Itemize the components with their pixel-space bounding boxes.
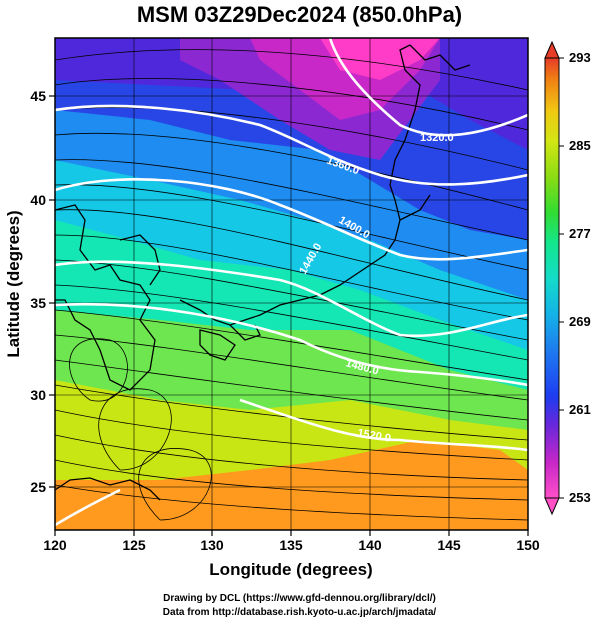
y-tick-labels: 25 30 35 40 45 xyxy=(30,88,46,495)
credit-drawing: Drawing by DCL (https://www.gfd-dennou.o… xyxy=(163,593,436,604)
colorbar-tick-label: 277 xyxy=(569,226,591,241)
colorbar-tick-label: 293 xyxy=(569,50,591,65)
x-tick-label: 150 xyxy=(516,537,540,553)
x-tick-label: 130 xyxy=(200,537,224,553)
colorbar-gradient xyxy=(544,57,560,499)
x-tick-label: 120 xyxy=(43,537,67,553)
contour-label-1320: 1320.0 xyxy=(420,132,454,144)
colorbar-top-arrow xyxy=(544,40,560,59)
y-axis-label: Latitude (degrees) xyxy=(4,210,23,357)
y-tick-label: 40 xyxy=(30,192,46,208)
colorbar-tick-label: 261 xyxy=(569,402,591,417)
x-tick-label: 140 xyxy=(358,537,382,553)
credit-data: Data from http://database.rish.kyoto-u.a… xyxy=(162,607,437,618)
x-tick-label: 145 xyxy=(437,537,461,553)
colorbar-bottom-arrow xyxy=(544,497,560,516)
colorbar-tick-label: 269 xyxy=(569,314,591,329)
x-axis-label: Longitude (degrees) xyxy=(209,560,372,579)
chart-title: MSM 03Z29Dec2024 (850.0hPa) xyxy=(136,2,463,27)
y-tick-label: 25 xyxy=(30,479,46,495)
y-tick-label: 45 xyxy=(30,88,46,104)
y-tick-label: 35 xyxy=(30,295,46,311)
colorbar-tick-label: 285 xyxy=(569,138,591,153)
y-tick-label: 30 xyxy=(30,387,46,403)
x-tick-labels: 120 125 130 135 140 145 150 xyxy=(43,537,540,553)
x-tick-label: 135 xyxy=(279,537,303,553)
wind-streamlines xyxy=(55,49,528,521)
height-contours xyxy=(55,38,528,527)
axis-ticks xyxy=(49,95,529,536)
x-tick-label: 125 xyxy=(122,537,146,553)
contour-label-1520: 1520.0 xyxy=(356,427,391,445)
colorbar: 293 285 277 269 261 253 xyxy=(544,40,591,516)
colorbar-tick-label: 253 xyxy=(569,490,591,505)
